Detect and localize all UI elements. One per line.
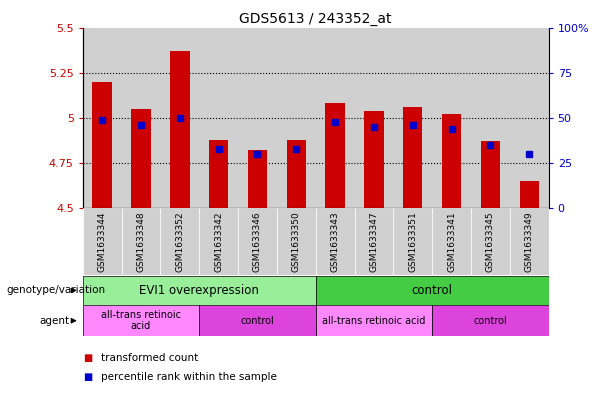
Bar [287,140,306,208]
Bar [326,103,345,208]
Bar [131,109,151,208]
Bar [238,28,277,208]
Bar [481,141,500,208]
Bar [170,51,189,208]
Bar [277,208,316,275]
Bar [121,28,161,208]
Text: percentile rank within the sample: percentile rank within the sample [101,372,277,382]
Bar [83,276,316,305]
Bar [199,208,238,275]
Bar [471,28,510,208]
Text: control: control [240,316,275,326]
Bar [442,114,462,208]
Text: GSM1633346: GSM1633346 [253,212,262,272]
Bar [248,151,267,208]
Text: GSM1633342: GSM1633342 [214,212,223,272]
Bar [199,305,316,336]
Text: EVI1 overexpression: EVI1 overexpression [139,284,259,297]
Bar [354,28,394,208]
Text: GSM1633352: GSM1633352 [175,212,185,272]
Bar [510,28,549,208]
Bar [354,208,394,275]
Bar [316,28,354,208]
Text: ■: ■ [83,372,92,382]
Bar [93,82,112,208]
Bar [394,28,432,208]
Bar [83,305,199,336]
Bar [519,181,539,208]
Text: GSM1633351: GSM1633351 [408,212,417,272]
Bar [403,107,422,208]
Bar [238,208,277,275]
Bar [394,208,432,275]
Bar [432,28,471,208]
Text: genotype/variation: genotype/variation [6,285,105,296]
Text: GSM1633347: GSM1633347 [370,212,378,272]
Text: GSM1633341: GSM1633341 [447,212,456,272]
Bar [83,28,121,208]
Bar [432,208,471,275]
Bar [316,276,549,305]
Bar [316,305,432,336]
Text: ■: ■ [83,353,92,363]
Text: agent: agent [40,316,70,326]
Bar [161,208,199,275]
Text: all-trans retinoic acid: all-trans retinoic acid [322,316,425,326]
Text: GSM1633345: GSM1633345 [486,212,495,272]
Text: GSM1633348: GSM1633348 [137,212,145,272]
Bar [432,305,549,336]
Text: control: control [412,284,452,297]
Text: GSM1633349: GSM1633349 [525,212,534,272]
Text: all-trans retinoic
acid: all-trans retinoic acid [101,310,181,331]
Bar [121,208,161,275]
Bar [199,28,238,208]
Text: GSM1633344: GSM1633344 [97,212,107,272]
Text: control: control [473,316,508,326]
Bar [83,208,121,275]
Bar [316,208,354,275]
Bar [510,208,549,275]
Bar [471,208,510,275]
Title: GDS5613 / 243352_at: GDS5613 / 243352_at [240,13,392,26]
Bar [364,111,384,208]
Text: GSM1633350: GSM1633350 [292,212,301,272]
Text: transformed count: transformed count [101,353,199,363]
Text: GSM1633343: GSM1633343 [330,212,340,272]
Bar [209,140,228,208]
Bar [277,28,316,208]
Bar [161,28,199,208]
